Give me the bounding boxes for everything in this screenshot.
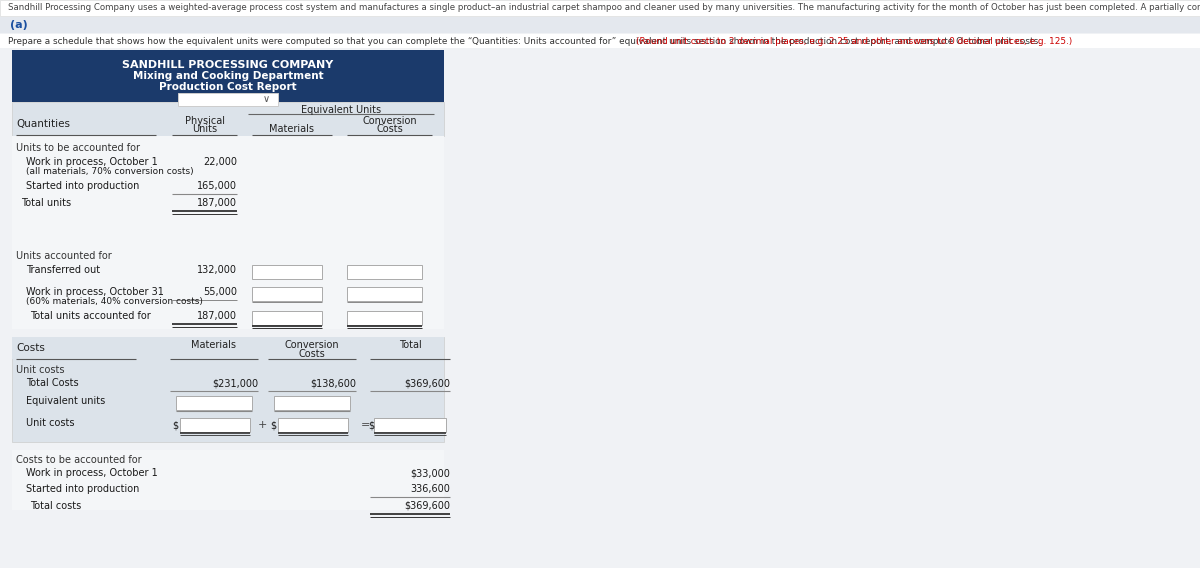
Text: 55,000: 55,000 bbox=[203, 287, 238, 297]
Bar bbox=[12, 136, 444, 244]
Text: 187,000: 187,000 bbox=[197, 198, 238, 208]
Text: 165,000: 165,000 bbox=[197, 181, 238, 191]
Text: $369,600: $369,600 bbox=[404, 501, 450, 511]
Text: Quantities: Quantities bbox=[16, 119, 70, 129]
Text: Materials: Materials bbox=[192, 340, 236, 350]
Text: ∨: ∨ bbox=[263, 94, 270, 105]
Bar bbox=[0, 34, 1200, 48]
Bar bbox=[12, 102, 444, 136]
Text: Costs: Costs bbox=[376, 124, 403, 134]
Bar bbox=[180, 418, 250, 432]
Text: Total costs: Total costs bbox=[30, 501, 82, 511]
Bar bbox=[252, 265, 322, 279]
Bar bbox=[176, 396, 252, 410]
Text: =: = bbox=[360, 420, 370, 430]
Text: $231,000: $231,000 bbox=[212, 378, 258, 388]
Text: $: $ bbox=[368, 420, 374, 430]
Text: Total units accounted for: Total units accounted for bbox=[30, 311, 151, 321]
Text: Equivalent Units: Equivalent Units bbox=[301, 105, 382, 115]
Text: Costs: Costs bbox=[299, 349, 325, 359]
Text: Materials: Materials bbox=[270, 124, 314, 134]
Text: Conversion: Conversion bbox=[284, 340, 340, 350]
Bar bbox=[374, 418, 446, 432]
Text: SANDHILL PROCESSING COMPANY: SANDHILL PROCESSING COMPANY bbox=[122, 60, 334, 70]
Text: $33,000: $33,000 bbox=[410, 468, 450, 478]
Text: $: $ bbox=[270, 420, 276, 430]
Bar bbox=[12, 337, 444, 442]
Text: 336,600: 336,600 bbox=[410, 484, 450, 494]
Text: Mixing and Cooking Department: Mixing and Cooking Department bbox=[133, 71, 323, 81]
Text: Costs to be accounted for: Costs to be accounted for bbox=[16, 455, 142, 465]
Text: 187,000: 187,000 bbox=[197, 311, 238, 321]
Text: Started into production: Started into production bbox=[26, 181, 139, 191]
Text: (Round unit costs to 2 decimal places, e.g. 2.25 and other answers to 0 decimal : (Round unit costs to 2 decimal places, e… bbox=[636, 36, 1073, 45]
Text: Work in process, October 1: Work in process, October 1 bbox=[26, 468, 157, 478]
Text: Unit costs: Unit costs bbox=[16, 365, 65, 375]
Text: Total: Total bbox=[398, 340, 421, 350]
Bar bbox=[347, 287, 422, 301]
Text: Unit costs: Unit costs bbox=[26, 418, 74, 428]
Text: 22,000: 22,000 bbox=[203, 157, 238, 167]
Bar bbox=[252, 311, 322, 325]
Text: Total Costs: Total Costs bbox=[26, 378, 79, 388]
Text: $369,600: $369,600 bbox=[404, 378, 450, 388]
Text: $: $ bbox=[172, 420, 178, 430]
Bar bbox=[12, 337, 444, 359]
Text: Costs: Costs bbox=[16, 343, 44, 353]
Text: +: + bbox=[257, 420, 266, 430]
Text: Prepare a schedule that shows how the equivalent units were computed so that you: Prepare a schedule that shows how the eq… bbox=[8, 36, 1046, 45]
Text: Equivalent units: Equivalent units bbox=[26, 396, 106, 406]
Text: (all materials, 70% conversion costs): (all materials, 70% conversion costs) bbox=[26, 167, 193, 176]
Bar bbox=[347, 265, 422, 279]
Text: $138,600: $138,600 bbox=[310, 378, 356, 388]
Text: Physical: Physical bbox=[185, 116, 224, 126]
Bar bbox=[12, 50, 444, 102]
Text: Work in process, October 31: Work in process, October 31 bbox=[26, 287, 164, 297]
Text: Transferred out: Transferred out bbox=[26, 265, 100, 275]
Text: Work in process, October 1: Work in process, October 1 bbox=[26, 157, 157, 167]
Text: Units accounted for: Units accounted for bbox=[16, 251, 112, 261]
Bar bbox=[347, 311, 422, 325]
Text: Total units: Total units bbox=[22, 198, 71, 208]
Bar bbox=[274, 396, 350, 410]
Text: Units to be accounted for: Units to be accounted for bbox=[16, 143, 140, 153]
Bar bbox=[178, 93, 278, 106]
Text: Units: Units bbox=[192, 124, 217, 134]
Text: Production Cost Report: Production Cost Report bbox=[160, 82, 296, 92]
Text: Started into production: Started into production bbox=[26, 484, 139, 494]
Bar bbox=[278, 418, 348, 432]
Text: (a): (a) bbox=[10, 20, 28, 30]
Text: Conversion: Conversion bbox=[362, 116, 416, 126]
Bar bbox=[0, 0, 1200, 16]
Text: Sandhill Processing Company uses a weighted-average process cost system and manu: Sandhill Processing Company uses a weigh… bbox=[8, 3, 1200, 12]
Bar bbox=[252, 287, 322, 301]
Bar bbox=[0, 17, 1200, 33]
Bar bbox=[12, 244, 444, 329]
Text: 132,000: 132,000 bbox=[197, 265, 238, 275]
Text: (60% materials, 40% conversion costs): (60% materials, 40% conversion costs) bbox=[26, 297, 203, 306]
Bar bbox=[12, 450, 444, 510]
